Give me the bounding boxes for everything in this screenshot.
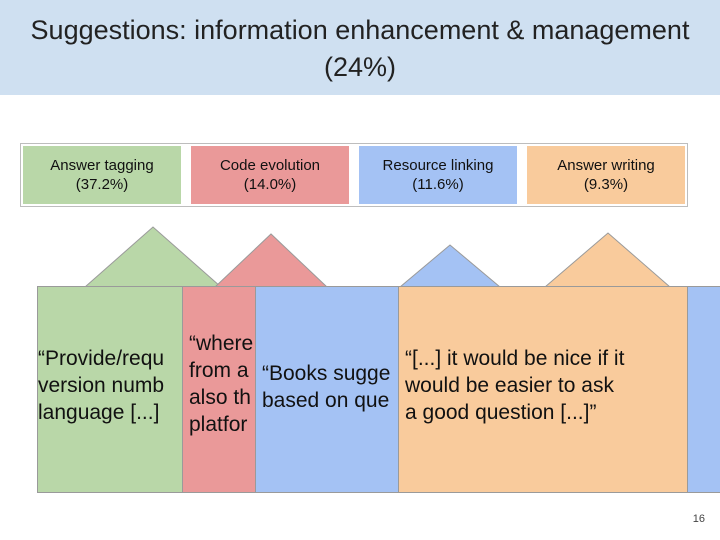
quote-line: version numb xyxy=(38,374,165,397)
quote-line: language [...] xyxy=(38,401,160,424)
quote-line: a good question [...]” xyxy=(405,401,597,424)
quote-line: also th xyxy=(189,386,251,409)
category-percentage: (14.0%) xyxy=(243,176,297,193)
page-title: Suggestions: information enhancement & m… xyxy=(30,15,690,45)
quote-line: “Books sugge xyxy=(262,362,391,385)
quote-line: platfor xyxy=(189,413,248,436)
quote-line: based on que xyxy=(262,389,390,412)
category-percentage: (11.6%) xyxy=(412,176,464,193)
quote-line: “where xyxy=(189,332,254,355)
page-number: 16 xyxy=(692,513,705,525)
category-percentage: (37.2%) xyxy=(75,176,129,193)
category-percentage: (9.3%) xyxy=(583,176,629,193)
category-code-evolution: Code evolution (14.0%) xyxy=(191,146,349,204)
category-answer-tagging: Answer tagging (37.2%) xyxy=(23,146,181,204)
page-title-percentage: (24%) xyxy=(323,52,397,82)
quote-line: “Provide/requ xyxy=(38,347,165,370)
blue-callout-pointer xyxy=(398,244,502,288)
category-label: Answer tagging xyxy=(50,157,154,174)
quote-line: would be easier to ask xyxy=(405,374,614,397)
red-callout-pointer xyxy=(213,233,329,288)
category-answer-writing: Answer writing (9.3%) xyxy=(527,146,685,204)
category-label: Resource linking xyxy=(382,157,494,174)
category-row: Answer tagging (37.2%) Code evolution (1… xyxy=(20,143,688,207)
category-label: Code evolution xyxy=(219,157,321,174)
quote-line: from a xyxy=(189,359,249,382)
quote-line: “[...] it would be nice if it xyxy=(405,347,625,370)
orange-callout-pointer xyxy=(543,232,672,288)
category-label: Answer writing xyxy=(557,157,655,174)
title-bar: Suggestions: information enhancement & m… xyxy=(0,0,720,95)
orange-callout: “[...] it would be nice if it would be e… xyxy=(398,286,688,493)
green-callout-pointer xyxy=(83,226,223,288)
category-resource-linking: Resource linking (11.6%) xyxy=(359,146,517,204)
